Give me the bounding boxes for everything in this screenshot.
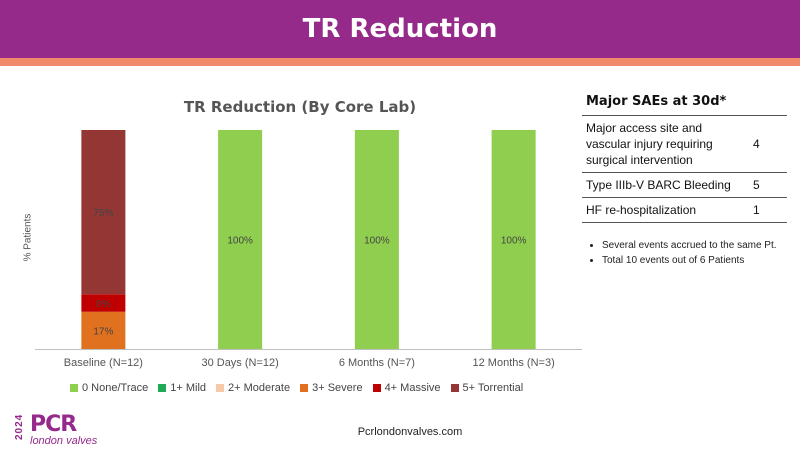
legend-swatch xyxy=(372,384,381,392)
legend-item: 1+ Mild xyxy=(158,382,206,394)
x-tick-label: 30 Days (N=12) xyxy=(201,357,278,369)
x-tick-label: 6 Months (N=7) xyxy=(339,357,415,369)
data-label: 100% xyxy=(364,236,390,247)
bar-segment xyxy=(81,294,126,312)
legend-swatch xyxy=(70,384,78,392)
legend-label: 2+ Moderate xyxy=(228,382,291,394)
table-row: HF re-hospitalization 1 xyxy=(582,198,787,223)
logo-year: 2024 xyxy=(14,413,25,440)
sae-row-value: 5 xyxy=(753,178,760,192)
legend-item: 3+ Severe xyxy=(300,382,363,394)
page-title: TR Reduction xyxy=(302,14,498,44)
pcr-logo: 2024 PCR london valves xyxy=(14,414,134,448)
legend-swatch xyxy=(450,384,459,392)
footer-link[interactable]: Pcrlondonvalves.com xyxy=(357,426,463,438)
sae-row-label: Type IIIb-V BARC Bleeding xyxy=(586,178,731,192)
data-label: 8% xyxy=(96,299,111,310)
data-label: 100% xyxy=(501,236,527,247)
x-tick-label: 12 Months (N=3) xyxy=(473,357,555,369)
sae-title: Major SAEs at 30d* xyxy=(582,92,787,116)
bar-segment xyxy=(491,130,536,349)
header-bar: TR Reduction xyxy=(0,0,800,58)
legend-label: 5+ Torrential xyxy=(462,382,524,394)
bar-segment xyxy=(81,311,126,349)
list-item: Total 10 events out of 6 Patients xyxy=(602,255,800,266)
legend-label: 1+ Mild xyxy=(170,382,207,394)
sae-row-value: 1 xyxy=(753,203,760,217)
bar-segment xyxy=(354,130,399,349)
sae-table: Major SAEs at 30d* Major access site and… xyxy=(582,92,787,223)
legend-item: 5+ Torrential xyxy=(450,382,524,394)
x-tick-label: Baseline (N=12) xyxy=(64,357,143,369)
chart-legend: 0 None/Trace 1+ Mild 2+ Moderate 3+ Severe 4… xyxy=(70,382,550,394)
header-stripe xyxy=(0,58,800,66)
legend-swatch xyxy=(216,384,225,392)
legend-swatch xyxy=(300,384,309,392)
chart-title: TR Reduction (By Core Lab) xyxy=(183,98,417,116)
bar-segment xyxy=(218,130,263,349)
table-row: Type IIIb-V BARC Bleeding 5 xyxy=(582,173,787,198)
legend-label: 4+ Massive xyxy=(384,382,441,394)
logo-brand: PCR xyxy=(30,412,77,437)
logo-subtitle: london valves xyxy=(30,435,98,447)
legend-item: 2+ Moderate xyxy=(216,382,290,394)
sae-row-value: 4 xyxy=(753,137,760,151)
data-label: 75% xyxy=(93,208,113,219)
legend-item: 0 None/Trace xyxy=(70,382,148,394)
sae-row-label: Major access site and vascular injury re… xyxy=(586,121,713,167)
data-label: 17% xyxy=(93,326,113,337)
legend-swatch xyxy=(158,384,167,392)
legend-label: 3+ Severe xyxy=(312,382,363,394)
sae-row-label: HF re-hospitalization xyxy=(586,203,697,217)
data-label: 100% xyxy=(227,236,253,247)
bar-segment xyxy=(81,130,126,295)
list-item: Several events accrued to the same Pt. xyxy=(602,240,800,251)
table-row: Major access site and vascular injury re… xyxy=(582,116,787,173)
legend-label: 0 None/Trace xyxy=(82,382,149,394)
legend-item: 4+ Massive xyxy=(372,382,441,394)
sae-notes: Several events accrued to the same Pt. T… xyxy=(588,240,800,270)
